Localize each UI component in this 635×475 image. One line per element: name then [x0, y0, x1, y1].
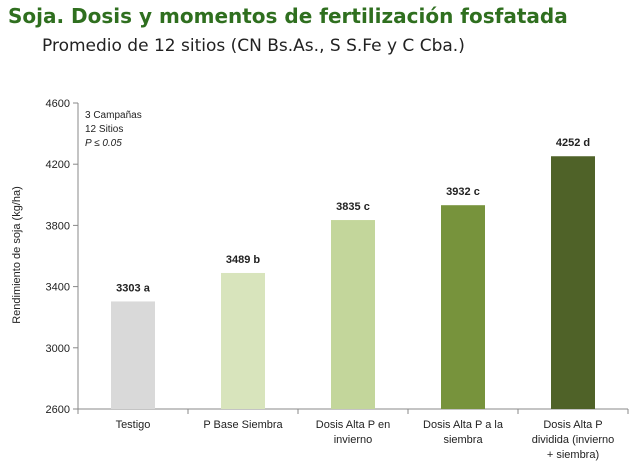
- y-axis-label: Rendimiento de soja (kg/ha): [11, 186, 23, 324]
- y-tick-label: 4200: [46, 159, 70, 171]
- category-label: Testigo: [116, 419, 151, 431]
- bar: [331, 220, 375, 409]
- y-tick-label: 4600: [46, 98, 70, 110]
- bars: [111, 156, 595, 409]
- annotation-sites: 12 Sitios: [85, 124, 124, 135]
- bar: [441, 205, 485, 409]
- y-tick-label: 3400: [46, 282, 70, 294]
- category-label: invierno: [334, 434, 373, 446]
- bar-value-label: 3489 b: [226, 254, 261, 266]
- chart-subtitle: Promedio de 12 sitios (CN Bs.As., S S.Fe…: [42, 36, 465, 56]
- bar-value-label: 3835 c: [336, 201, 370, 213]
- category-label: + siembra): [547, 449, 599, 461]
- category-label: siembra: [443, 434, 483, 446]
- chart-title: Soja. Dosis y momentos de fertilización …: [8, 4, 568, 28]
- bar: [551, 156, 595, 409]
- category-label: Dosis Alta P en: [316, 419, 390, 431]
- category-label: P Base Siembra: [203, 419, 283, 431]
- category-label: dividida (invierno: [532, 434, 615, 446]
- annotation-note: 3 Campañas 12 Sitios P ≤ 0.05: [85, 109, 142, 151]
- annotation-campaigns: 3 Campañas: [85, 110, 142, 121]
- bar: [221, 272, 265, 409]
- data-labels: 3303 a 3489 b 3835 c 3932 c 4252 d: [116, 137, 590, 294]
- bar-value-label: 3303 a: [116, 282, 151, 294]
- bar: [111, 301, 155, 409]
- category-label: Dosis Alta P a la: [423, 419, 504, 431]
- y-tick-label: 2600: [46, 404, 70, 416]
- annotation-significance: P ≤ 0.05: [85, 138, 122, 149]
- category-labels: Testigo P Base Siembra Dosis Alta P en invi…: [116, 419, 615, 461]
- bar-value-label: 3932 c: [446, 186, 480, 198]
- y-tick-label: 3000: [46, 343, 70, 355]
- y-tick-label: 3800: [46, 220, 70, 232]
- category-label: Dosis Alta P: [543, 419, 602, 431]
- bar-value-label: 4252 d: [556, 137, 590, 149]
